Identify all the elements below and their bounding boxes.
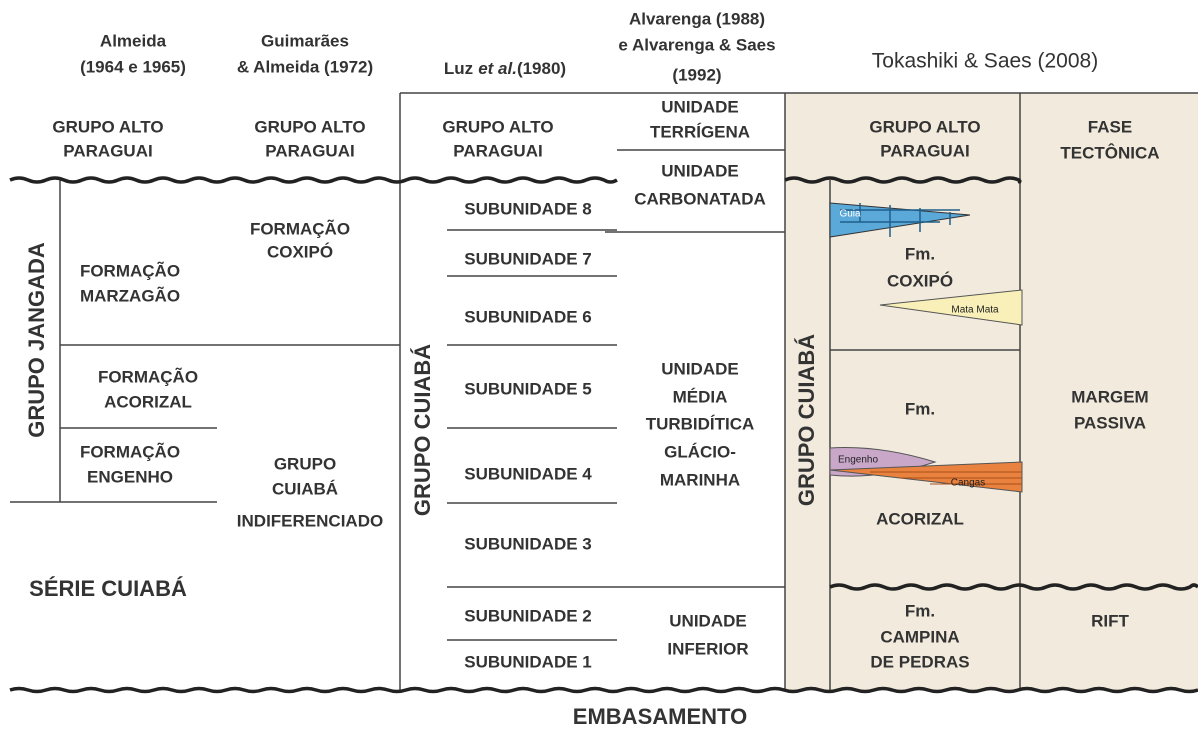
basement-line — [9, 686, 1198, 694]
unconformity — [9, 176, 618, 184]
header: Almeida — [100, 31, 167, 50]
group-label: GRUPO CUIABÁ — [794, 334, 819, 506]
unit-label: MARINHA — [660, 470, 740, 489]
unit-label: PARAGUAI — [880, 141, 969, 160]
unconformity — [829, 583, 1198, 591]
phase-label: MARGEM — [1071, 387, 1148, 406]
header: Luz et al.(1980) — [444, 59, 566, 78]
unit-label: CAMPINA — [880, 627, 959, 646]
unit-label: FORMAÇÃO — [80, 260, 180, 280]
unit-label: GRUPO ALTO — [442, 117, 553, 136]
guia-lens — [829, 202, 971, 238]
subunit-label: SUBUNIDADE 7 — [464, 249, 592, 268]
phase-label: RIFT — [1091, 611, 1129, 630]
header: (1964 e 1965) — [80, 57, 186, 76]
unit-label: Fm. — [905, 399, 935, 418]
guia-pattern — [840, 203, 960, 237]
unit-label: UNIDADE — [661, 97, 738, 116]
subunit-label: SUBUNIDADE 2 — [464, 606, 592, 625]
unit-label: MARZAGÃO — [80, 285, 180, 305]
lens-label: Guia — [839, 209, 861, 220]
header: Guimarães — [261, 31, 349, 50]
subunit-label: SUBUNIDADE 4 — [464, 464, 592, 483]
lens-label: Mata Mata — [951, 305, 999, 316]
unit-label: FORMAÇÃO — [80, 441, 180, 461]
footer-label: EMBASAMENTO — [573, 704, 747, 729]
grid-lines — [10, 92, 1198, 690]
mata-mata-lens — [879, 289, 1023, 326]
header-part: et al. — [478, 59, 517, 78]
unit-label: ACORIZAL — [104, 392, 192, 411]
unit-label: COXIPÓ — [267, 242, 333, 261]
subunit-label: SUBUNIDADE 1 — [464, 652, 592, 671]
phase-label: PASSIVA — [1074, 413, 1146, 432]
header-part: (1980) — [517, 59, 566, 78]
unit-label: GRUPO — [274, 454, 336, 473]
unit-label: FORMAÇÃO — [250, 218, 350, 238]
phase-label: TECTÔNICA — [1060, 143, 1159, 162]
lens-label: Cangas — [951, 478, 985, 489]
subunit-label: SUBUNIDADE 6 — [464, 307, 592, 326]
unit-label: PARAGUAI — [453, 141, 542, 160]
unit-label: UNIDADE — [661, 359, 738, 378]
subunit-label: SUBUNIDADE 8 — [464, 199, 592, 218]
unit-label: UNIDADE — [661, 161, 738, 180]
unit-label: TERRÍGENA — [650, 122, 750, 141]
unit-label: Fm. — [905, 601, 935, 620]
unit-label: FORMAÇÃO — [98, 366, 198, 386]
unit-label: CARBONATADA — [634, 189, 766, 208]
unit-label: COXIPÓ — [887, 271, 953, 290]
unit-label: GRUPO ALTO — [869, 117, 980, 136]
unit-label: MÉDIA — [673, 387, 728, 406]
subunits: SUBUNIDADE 8 SUBUNIDADE 7 SUBUNIDADE 6 SUBU… — [464, 199, 592, 671]
subunit-label: SUBUNIDADE 5 — [464, 379, 592, 398]
unit-label: INDIFERENCIADO — [237, 511, 383, 530]
lens-label: Engenho — [838, 455, 878, 466]
subunit-label: SUBUNIDADE 3 — [464, 534, 592, 553]
group-label: GRUPO JANGADA — [24, 242, 49, 438]
unit-label: GLÁCIO- — [664, 442, 736, 461]
header: Tokashiki & Saes (2008) — [872, 50, 1098, 73]
unconformity — [784, 176, 1022, 184]
header: Alvarenga (1988) — [629, 9, 765, 28]
unit-label: SÉRIE CUIABÁ — [29, 576, 187, 601]
unit-label: PARAGUAI — [265, 141, 354, 160]
phase-label: FASE — [1088, 117, 1132, 136]
unit-label: INFERIOR — [667, 639, 748, 658]
unit-label: ENGENHO — [87, 467, 173, 486]
group-label: GRUPO CUIABÁ — [410, 344, 435, 516]
unit-label: GRUPO ALTO — [52, 117, 163, 136]
unit-label: PARAGUAI — [63, 141, 152, 160]
unit-label: CUIABÁ — [272, 479, 338, 498]
header: (1992) — [672, 65, 721, 84]
unit-label: GRUPO ALTO — [254, 117, 365, 136]
unit-label: UNIDADE — [669, 611, 746, 630]
unit-label: DE PEDRAS — [870, 652, 969, 671]
header: & Almeida (1972) — [237, 57, 373, 76]
header-part: Luz — [444, 59, 473, 78]
unit-label: ACORIZAL — [876, 509, 964, 528]
cangas-pattern — [870, 471, 1022, 485]
unit-label: Fm. — [905, 244, 935, 263]
header: e Alvarenga & Saes — [618, 35, 775, 54]
unit-label: TURBIDÍTICA — [646, 414, 755, 433]
